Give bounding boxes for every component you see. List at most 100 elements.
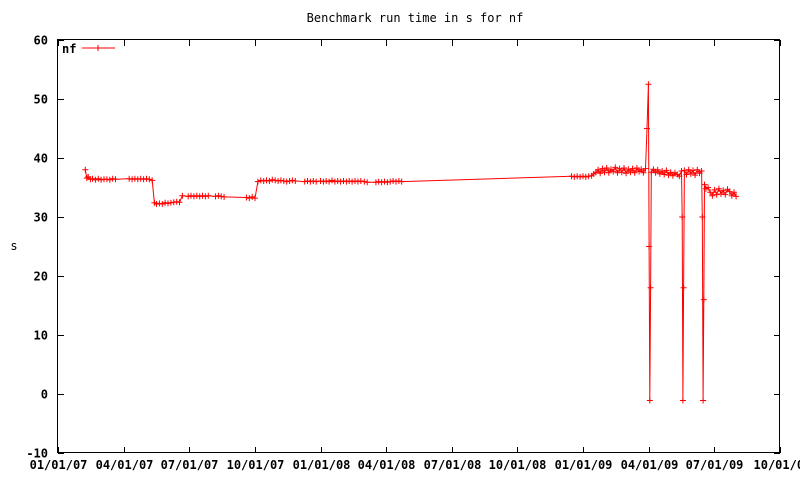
data-point bbox=[193, 192, 200, 199]
data-point bbox=[215, 192, 222, 199]
legend: nf bbox=[62, 42, 115, 56]
data-point bbox=[646, 243, 653, 250]
data-point bbox=[715, 185, 722, 192]
x-tick-label: 01/01/07 bbox=[30, 458, 88, 472]
data-point bbox=[375, 178, 382, 185]
data-point bbox=[112, 176, 119, 183]
data-point bbox=[149, 177, 156, 184]
data-point bbox=[597, 170, 604, 177]
data-point bbox=[616, 165, 623, 172]
series-line-nf bbox=[84, 84, 737, 401]
data-point bbox=[680, 284, 687, 291]
x-axis: 01/01/07 04/01/07 07/01/07 10/01/07 01/01/08… bbox=[30, 40, 800, 472]
data-point bbox=[378, 179, 385, 186]
y-tick-label: 60 bbox=[34, 34, 48, 48]
data-point bbox=[103, 176, 110, 183]
data-point bbox=[346, 178, 353, 184]
data-point bbox=[685, 166, 692, 173]
data-point bbox=[82, 166, 89, 173]
data-point bbox=[603, 165, 610, 171]
data-point bbox=[627, 169, 634, 176]
data-point bbox=[698, 168, 705, 174]
data-point bbox=[701, 181, 708, 188]
legend-label-nf: nf bbox=[62, 42, 76, 56]
x-tick-label: 10/01/08 bbox=[489, 458, 547, 472]
data-point bbox=[89, 175, 96, 182]
data-point bbox=[263, 177, 270, 184]
data-point bbox=[277, 177, 284, 184]
data-point bbox=[185, 193, 192, 200]
y-axis-label: s bbox=[10, 239, 17, 253]
data-point bbox=[179, 192, 186, 199]
y-tick-label: 30 bbox=[34, 211, 48, 225]
x-tick-label: 04/01/07 bbox=[96, 458, 154, 472]
data-point bbox=[711, 186, 718, 193]
data-point bbox=[585, 173, 592, 180]
series-layer bbox=[82, 81, 740, 404]
data-point bbox=[275, 178, 282, 184]
y-tick-label: 20 bbox=[34, 270, 48, 284]
data-point bbox=[614, 169, 621, 176]
data-point bbox=[92, 176, 99, 183]
data-point bbox=[663, 167, 670, 174]
data-point bbox=[678, 168, 685, 174]
data-point bbox=[681, 167, 688, 174]
data-point bbox=[269, 176, 276, 183]
data-point bbox=[286, 178, 293, 184]
data-point bbox=[694, 166, 701, 173]
y-tick-label: 10 bbox=[34, 329, 48, 343]
data-point bbox=[320, 178, 327, 185]
data-point bbox=[629, 165, 636, 172]
data-point bbox=[340, 178, 347, 184]
data-point bbox=[146, 176, 153, 183]
data-point bbox=[292, 178, 299, 184]
data-point bbox=[731, 189, 737, 196]
data-point bbox=[199, 192, 206, 199]
data-point bbox=[687, 170, 694, 177]
data-point bbox=[326, 178, 333, 185]
data-point bbox=[205, 192, 212, 199]
data-point bbox=[313, 178, 320, 185]
data-point bbox=[257, 177, 264, 184]
data-point bbox=[343, 178, 350, 185]
data-point bbox=[393, 178, 399, 185]
data-point bbox=[700, 397, 707, 404]
data-point bbox=[640, 169, 647, 176]
data-point bbox=[301, 178, 308, 185]
data-point bbox=[577, 173, 584, 180]
data-point bbox=[728, 192, 735, 199]
data-point bbox=[571, 173, 578, 180]
data-point bbox=[173, 198, 180, 205]
data-point bbox=[188, 192, 194, 199]
data-point bbox=[733, 193, 740, 200]
data-point bbox=[98, 176, 105, 183]
data-point bbox=[260, 178, 267, 184]
data-point bbox=[692, 172, 699, 179]
data-point bbox=[633, 165, 640, 171]
data-point bbox=[707, 189, 714, 196]
data-point bbox=[310, 178, 317, 184]
data-point bbox=[156, 200, 163, 207]
data-point bbox=[661, 171, 668, 178]
data-point bbox=[159, 201, 166, 207]
data-point bbox=[568, 173, 575, 180]
chart-title: Benchmark run time in s for nf bbox=[307, 11, 524, 25]
data-point bbox=[153, 201, 160, 207]
data-point bbox=[650, 166, 657, 173]
data-point bbox=[612, 164, 619, 171]
data-point bbox=[354, 178, 361, 185]
data-point bbox=[249, 193, 256, 200]
data-point bbox=[705, 184, 712, 191]
data-point bbox=[580, 173, 586, 180]
x-tick-label: 07/01/07 bbox=[161, 458, 219, 472]
data-point bbox=[709, 192, 716, 199]
data-point bbox=[595, 166, 602, 173]
data-point bbox=[387, 178, 394, 185]
data-point bbox=[95, 175, 102, 182]
data-point bbox=[283, 178, 290, 185]
data-point bbox=[372, 179, 379, 186]
data-point bbox=[690, 167, 696, 174]
data-point bbox=[610, 168, 617, 175]
